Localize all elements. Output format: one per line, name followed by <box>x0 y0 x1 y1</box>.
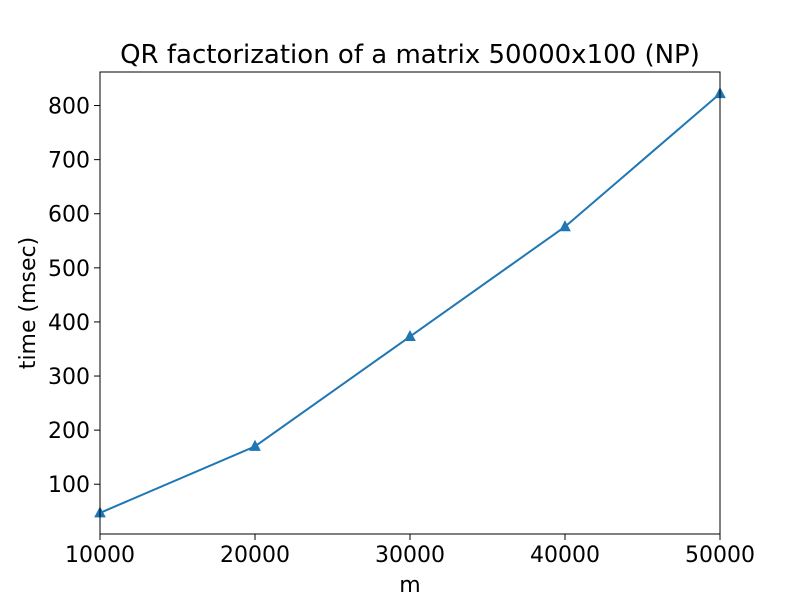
y-tick-label: 100 <box>48 473 90 498</box>
data-point-marker <box>404 329 416 342</box>
data-point-marker <box>559 220 571 232</box>
y-tick-label: 200 <box>48 419 90 444</box>
y-tick-label: 300 <box>48 365 90 390</box>
x-tick-label: 10000 <box>65 543 135 568</box>
y-tick-label: 800 <box>48 95 90 120</box>
y-axis: 100 200 300 400 500 600 700 800 <box>48 95 100 498</box>
x-axis-label: m <box>399 573 420 598</box>
data-point-marker <box>249 439 261 451</box>
y-tick-label: 700 <box>48 149 90 174</box>
x-tick-label: 20000 <box>220 543 290 568</box>
y-tick-label: 500 <box>48 257 90 282</box>
y-axis-label: time (msec) <box>16 237 41 369</box>
x-tick-label: 30000 <box>375 543 445 568</box>
y-tick-label: 600 <box>48 203 90 228</box>
y-tick-label: 400 <box>48 311 90 336</box>
x-tick-label: 50000 <box>685 543 755 568</box>
x-axis: 10000 20000 30000 40000 50000 <box>65 534 755 568</box>
chart-title: QR factorization of a matrix 50000x100 (… <box>120 40 700 70</box>
x-tick-label: 40000 <box>530 543 600 568</box>
